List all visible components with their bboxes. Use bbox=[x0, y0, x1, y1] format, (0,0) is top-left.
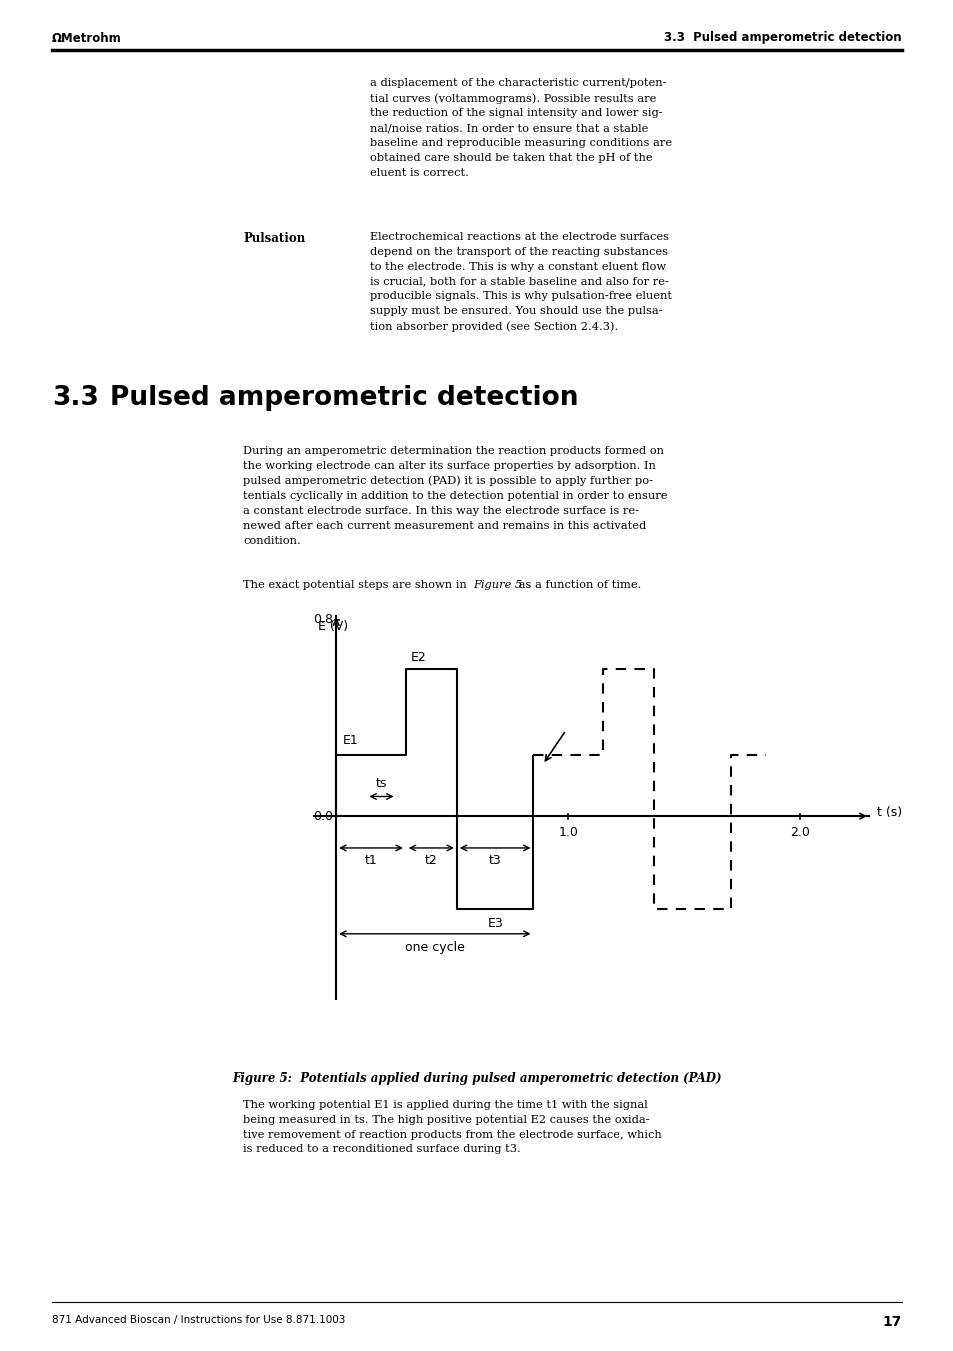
Text: a displacement of the characteristic current/poten-
tial curves (voltammograms).: a displacement of the characteristic cur… bbox=[370, 78, 672, 178]
Text: E1: E1 bbox=[343, 735, 358, 747]
Text: During an amperometric determination the reaction products formed on
the working: During an amperometric determination the… bbox=[243, 446, 667, 546]
Text: 2.0: 2.0 bbox=[790, 825, 809, 839]
Text: 1.0: 1.0 bbox=[558, 825, 578, 839]
Text: Pulsation: Pulsation bbox=[243, 232, 305, 245]
Text: E (V): E (V) bbox=[317, 620, 348, 632]
Text: t3: t3 bbox=[488, 854, 501, 867]
Text: The exact potential steps are shown in: The exact potential steps are shown in bbox=[243, 580, 470, 590]
Text: t1: t1 bbox=[364, 854, 377, 867]
Text: The working potential E1 is applied during the time t1 with the signal
being mea: The working potential E1 is applied duri… bbox=[243, 1100, 661, 1154]
Text: 3.3: 3.3 bbox=[52, 385, 99, 411]
Text: 17: 17 bbox=[882, 1315, 901, 1329]
Text: 3.3  Pulsed amperometric detection: 3.3 Pulsed amperometric detection bbox=[663, 31, 901, 45]
Text: t2: t2 bbox=[424, 854, 437, 867]
Text: E3: E3 bbox=[487, 916, 502, 929]
Text: 871 Advanced Bioscan / Instructions for Use 8.871.1003: 871 Advanced Bioscan / Instructions for … bbox=[52, 1315, 345, 1325]
Text: 0.0: 0.0 bbox=[313, 809, 333, 823]
Text: Pulsed amperometric detection: Pulsed amperometric detection bbox=[110, 385, 578, 411]
Text: one cycle: one cycle bbox=[404, 942, 464, 954]
Text: 0.8: 0.8 bbox=[313, 613, 333, 627]
Text: as a function of time.: as a function of time. bbox=[515, 580, 640, 590]
Text: E2: E2 bbox=[410, 651, 426, 665]
Text: t (s): t (s) bbox=[876, 807, 902, 819]
Text: Electrochemical reactions at the electrode surfaces
depend on the transport of t: Electrochemical reactions at the electro… bbox=[370, 232, 671, 332]
Text: ts: ts bbox=[375, 777, 387, 790]
Text: Figure 5: Figure 5 bbox=[473, 580, 521, 590]
Text: ΩMetrohm: ΩMetrohm bbox=[52, 31, 122, 45]
Text: Figure 5:  Potentials applied during pulsed amperometric detection (PAD): Figure 5: Potentials applied during puls… bbox=[232, 1071, 721, 1085]
